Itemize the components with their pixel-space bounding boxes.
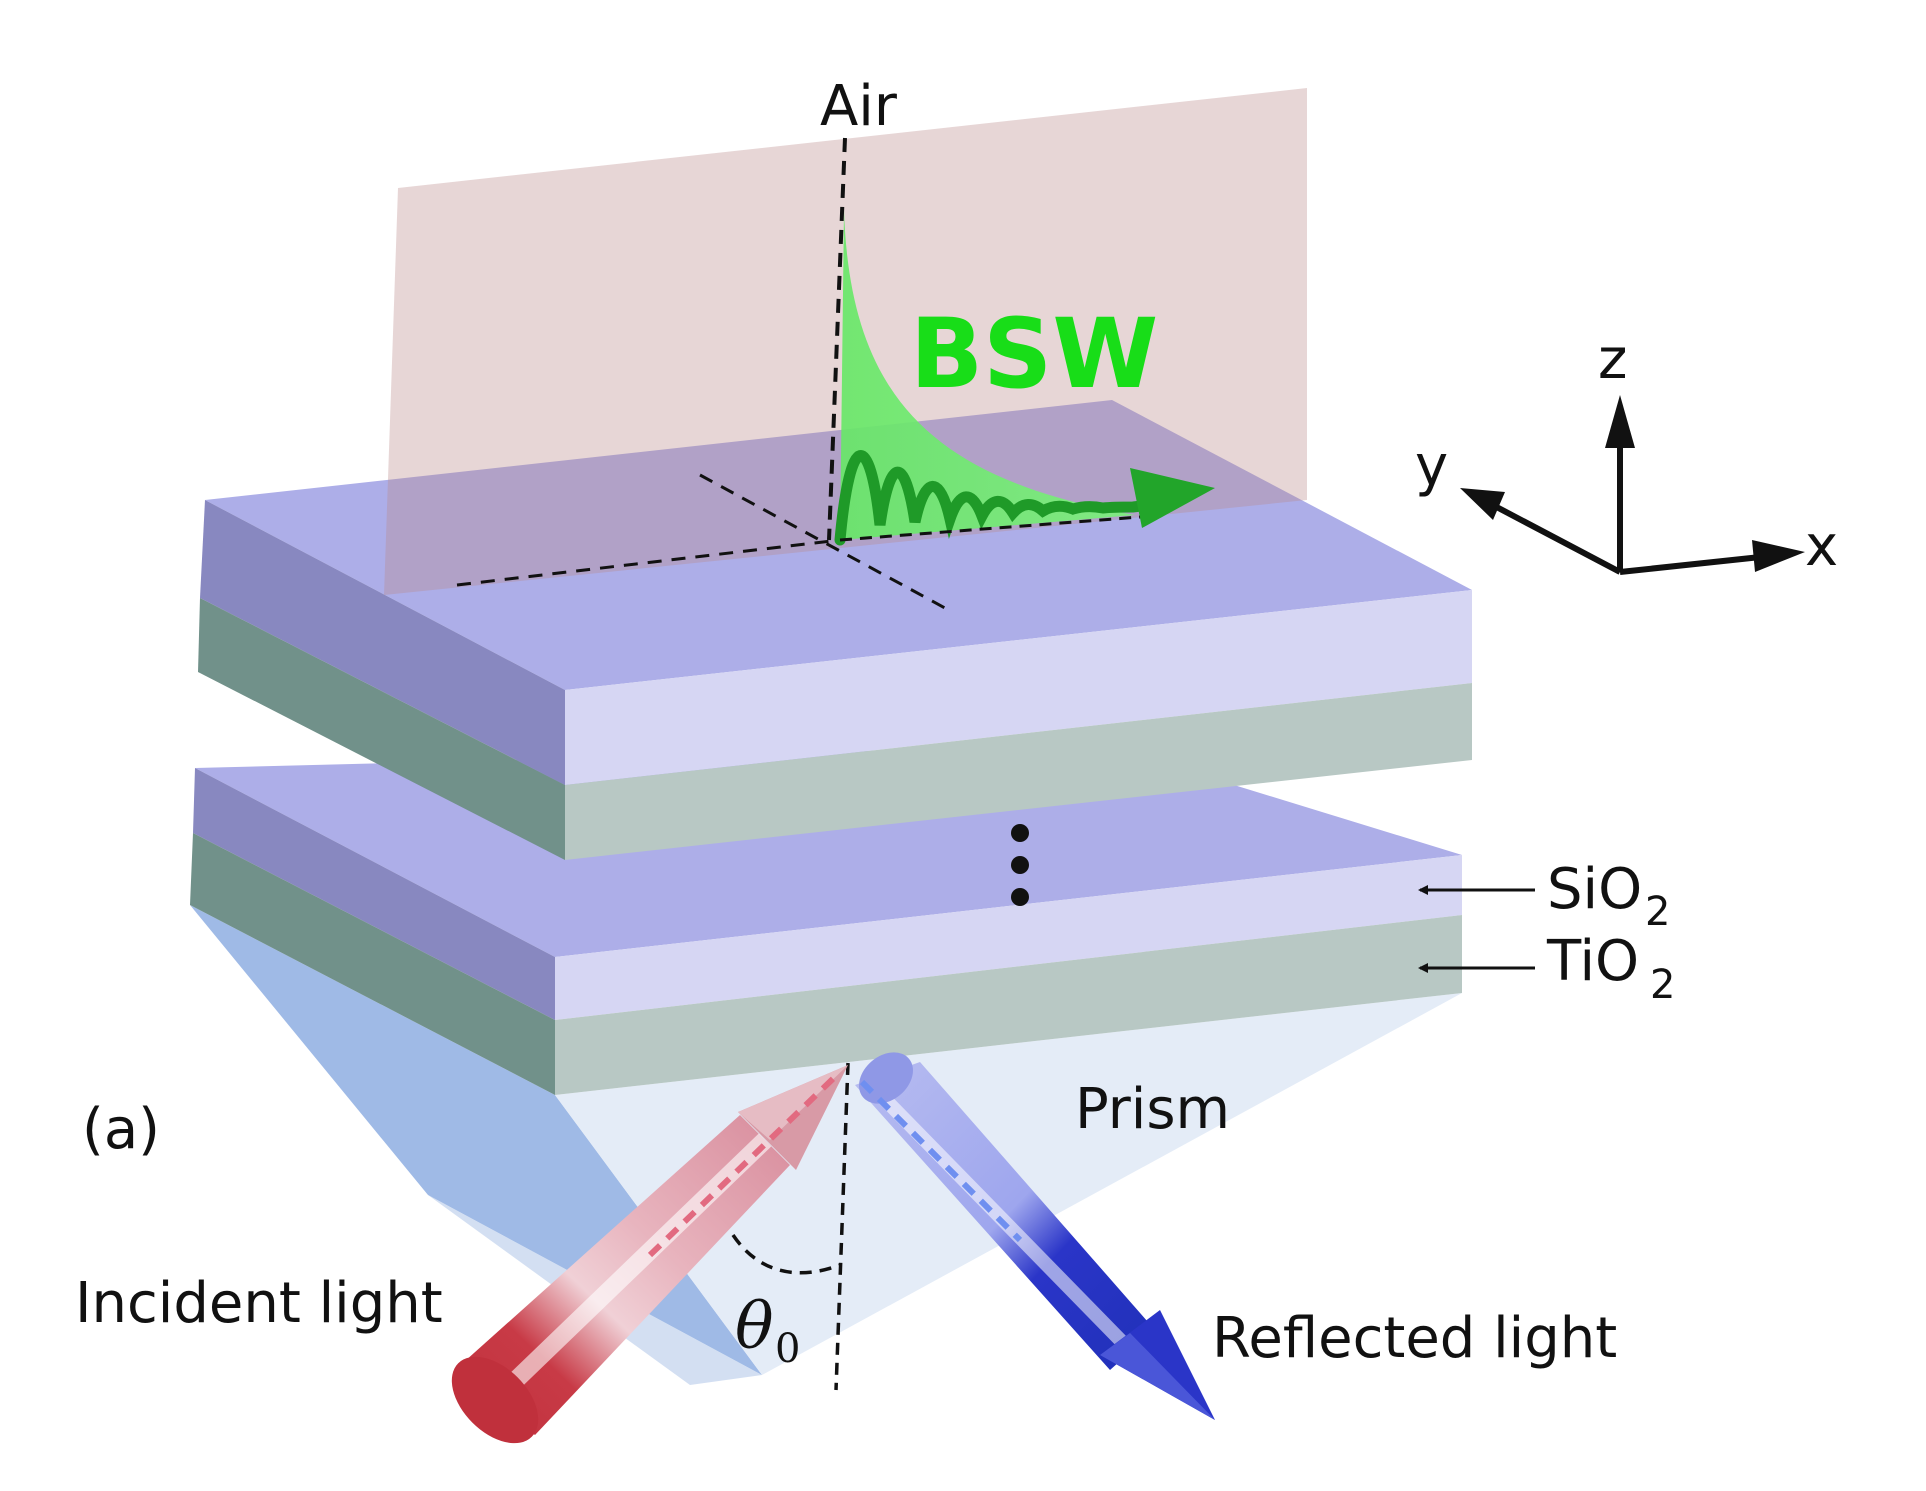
reflected-light-label: Reflected light [1212, 1306, 1617, 1371]
tio2-label: TiO [1546, 929, 1639, 994]
bsw-label: BSW [910, 298, 1158, 410]
reflected-beam [855, 1052, 1215, 1420]
theta-subscript: 0 [775, 1326, 800, 1372]
bsw-propagation-arrow-icon [1130, 468, 1215, 528]
propagation-axis-line [839, 515, 1141, 542]
x-axis-label: x [1805, 514, 1838, 579]
air-label: Air [820, 74, 898, 139]
z-axis-arrow-icon [1605, 395, 1635, 448]
y-axis-label: y [1415, 434, 1448, 499]
angle-arc [731, 1234, 841, 1275]
panel-label: (a) [82, 1097, 160, 1162]
sio2-label: SiO [1547, 857, 1642, 922]
y-axis-arrow-icon [1460, 488, 1505, 520]
bsw-wave [834, 450, 1156, 546]
incident-beam-end [451, 1356, 539, 1444]
interface-normal [834, 1062, 850, 1391]
surface-normal [827, 137, 847, 541]
surface-dashed-lines [456, 473, 946, 610]
theta-label: θ [735, 1290, 774, 1364]
repetition-dots-icon [1011, 824, 1029, 906]
z-axis-label: z [1598, 327, 1627, 392]
incident-beam [451, 1065, 848, 1444]
incident-light-label: Incident light [75, 1271, 443, 1336]
x-axis-arrow-icon [1752, 540, 1805, 572]
bsw-decay-profile [840, 210, 1135, 540]
sio2-subscript: 2 [1645, 889, 1670, 935]
tio2-subscript: 2 [1650, 962, 1675, 1008]
prism-label: Prism [1075, 1077, 1230, 1142]
